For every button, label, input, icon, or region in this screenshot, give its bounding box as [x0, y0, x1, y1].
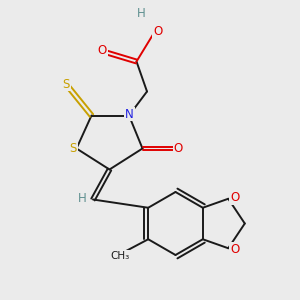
Text: CH₃: CH₃	[110, 251, 129, 261]
Text: O: O	[98, 44, 106, 58]
Text: O: O	[230, 243, 239, 256]
Text: S: S	[69, 142, 76, 155]
Text: H: H	[78, 191, 87, 205]
Text: O: O	[153, 25, 162, 38]
Text: S: S	[62, 77, 70, 91]
Text: O: O	[174, 142, 183, 155]
Text: H: H	[136, 7, 146, 20]
Text: O: O	[230, 191, 239, 204]
Text: N: N	[125, 107, 134, 121]
